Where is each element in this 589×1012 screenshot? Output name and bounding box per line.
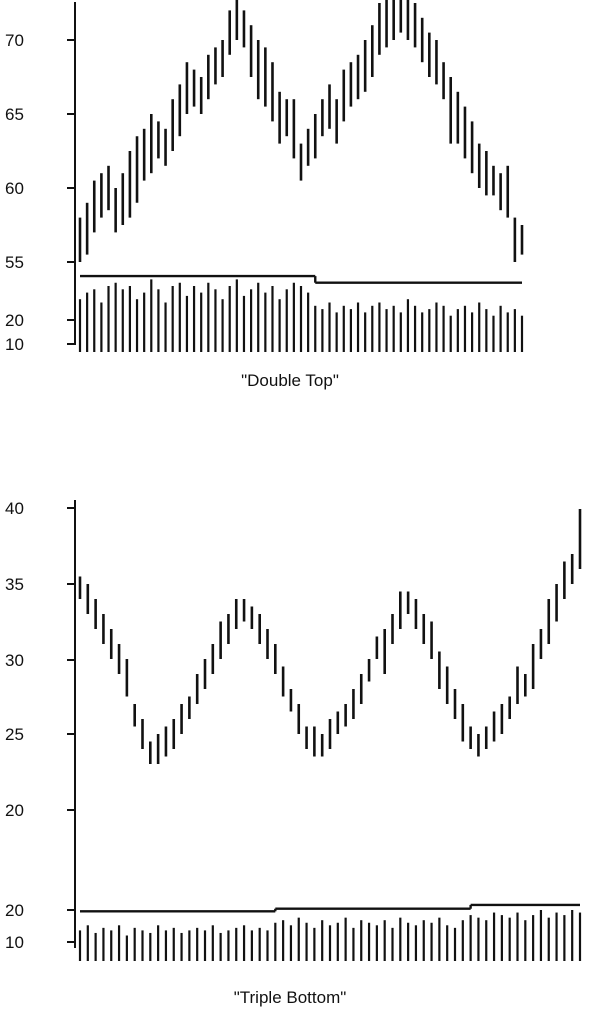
y-tick-label: 25 bbox=[5, 725, 24, 744]
chart-caption: "Double Top" bbox=[241, 371, 339, 390]
volume-tick-label: 10 bbox=[5, 933, 24, 952]
volume-tick-label: 20 bbox=[5, 901, 24, 920]
y-tick-label: 70 bbox=[5, 31, 24, 50]
y-tick-label: 65 bbox=[5, 105, 24, 124]
volume-tick-label: 10 bbox=[5, 335, 24, 354]
y-tick-label: 35 bbox=[5, 575, 24, 594]
y-tick-label: 20 bbox=[5, 801, 24, 820]
y-tick-label: 40 bbox=[5, 499, 24, 518]
chart-caption: "Triple Bottom" bbox=[234, 988, 347, 1007]
y-tick-label: 60 bbox=[5, 179, 24, 198]
y-tick-label: 55 bbox=[5, 253, 24, 272]
y-tick-label: 30 bbox=[5, 651, 24, 670]
volume-tick-label: 20 bbox=[5, 311, 24, 330]
